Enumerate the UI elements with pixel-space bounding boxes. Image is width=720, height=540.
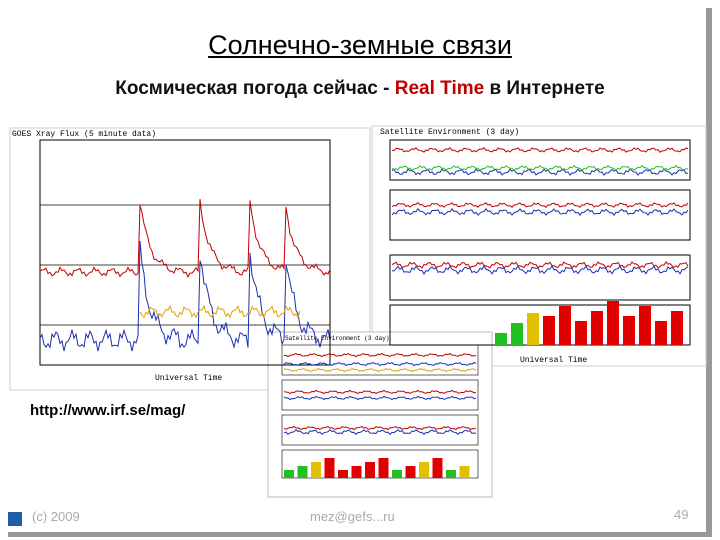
plot-frame [281, 379, 479, 411]
plot-frame [389, 254, 691, 301]
plot-frame [389, 304, 691, 346]
footer-icon [8, 512, 22, 526]
figure-title: Satellite Environment (3 day) [380, 128, 519, 137]
decor-bar [559, 306, 571, 345]
trace [391, 265, 689, 275]
frame-shadow [706, 8, 712, 536]
decor-bar [311, 462, 321, 478]
decor-bar [405, 466, 416, 478]
trace [391, 146, 689, 153]
trace [391, 261, 689, 269]
trace [283, 425, 477, 431]
plot-frame [389, 139, 691, 181]
decor-bar [527, 313, 539, 345]
figure-title: Satellite Environment (3 day) [285, 335, 389, 342]
decor-bar [575, 321, 587, 345]
decor-bar [446, 470, 456, 478]
trace [391, 168, 689, 176]
decor-bar [365, 462, 375, 478]
decor-bar [338, 470, 348, 478]
decor-bar [495, 333, 507, 345]
page-number: 49 [674, 507, 689, 522]
decor-bar [623, 316, 635, 345]
trace [283, 395, 477, 401]
axis-label: Universal Time [155, 374, 222, 383]
decor-bar [419, 462, 429, 478]
decor-bar [297, 466, 308, 478]
trace [39, 241, 331, 352]
copyright: (c) 2009 [32, 509, 80, 524]
title: Солнечно-земные связи [208, 30, 512, 60]
decor-bar [284, 470, 294, 478]
decor-bar [324, 458, 335, 478]
trace [283, 389, 477, 395]
link[interactable]: http://www.irf.se/mag/ [30, 402, 186, 419]
subtitle-highlight: Real Time [394, 78, 485, 99]
decor-bar [639, 306, 651, 345]
plot-frame [389, 189, 691, 241]
decor-bar [511, 323, 523, 345]
trace [283, 352, 477, 358]
trace [283, 361, 477, 367]
plot-frame [281, 414, 479, 446]
frame-shadow [8, 532, 712, 537]
decor-bar [351, 466, 362, 478]
subtitle-text: в Интернете [484, 78, 605, 99]
decor-bar [392, 470, 402, 478]
trace [39, 199, 331, 278]
trace [283, 428, 477, 436]
plot-frame [39, 139, 331, 366]
decor-bar [378, 458, 389, 478]
subtitle-text: Космическая погода сейчас - [115, 78, 395, 99]
plot-frame [281, 344, 479, 376]
subtitle: Космическая погода сейчас - Real Time в … [0, 78, 720, 100]
decor-bar [432, 458, 443, 478]
trace [391, 202, 689, 209]
trace [139, 304, 301, 320]
axis-label: Universal Time [520, 356, 587, 365]
trace [391, 164, 689, 172]
trace [283, 367, 477, 373]
decor-bar [655, 321, 667, 345]
decor-bar [459, 466, 470, 478]
decor-bar [607, 301, 619, 345]
decor-bar [671, 311, 683, 345]
trace [391, 207, 689, 217]
decor-bar [591, 311, 603, 345]
email: mez@gefs...ru [310, 509, 395, 524]
decor-bar [543, 316, 555, 345]
figure-title: GOES Xray Flux (5 minute data) [12, 130, 156, 139]
